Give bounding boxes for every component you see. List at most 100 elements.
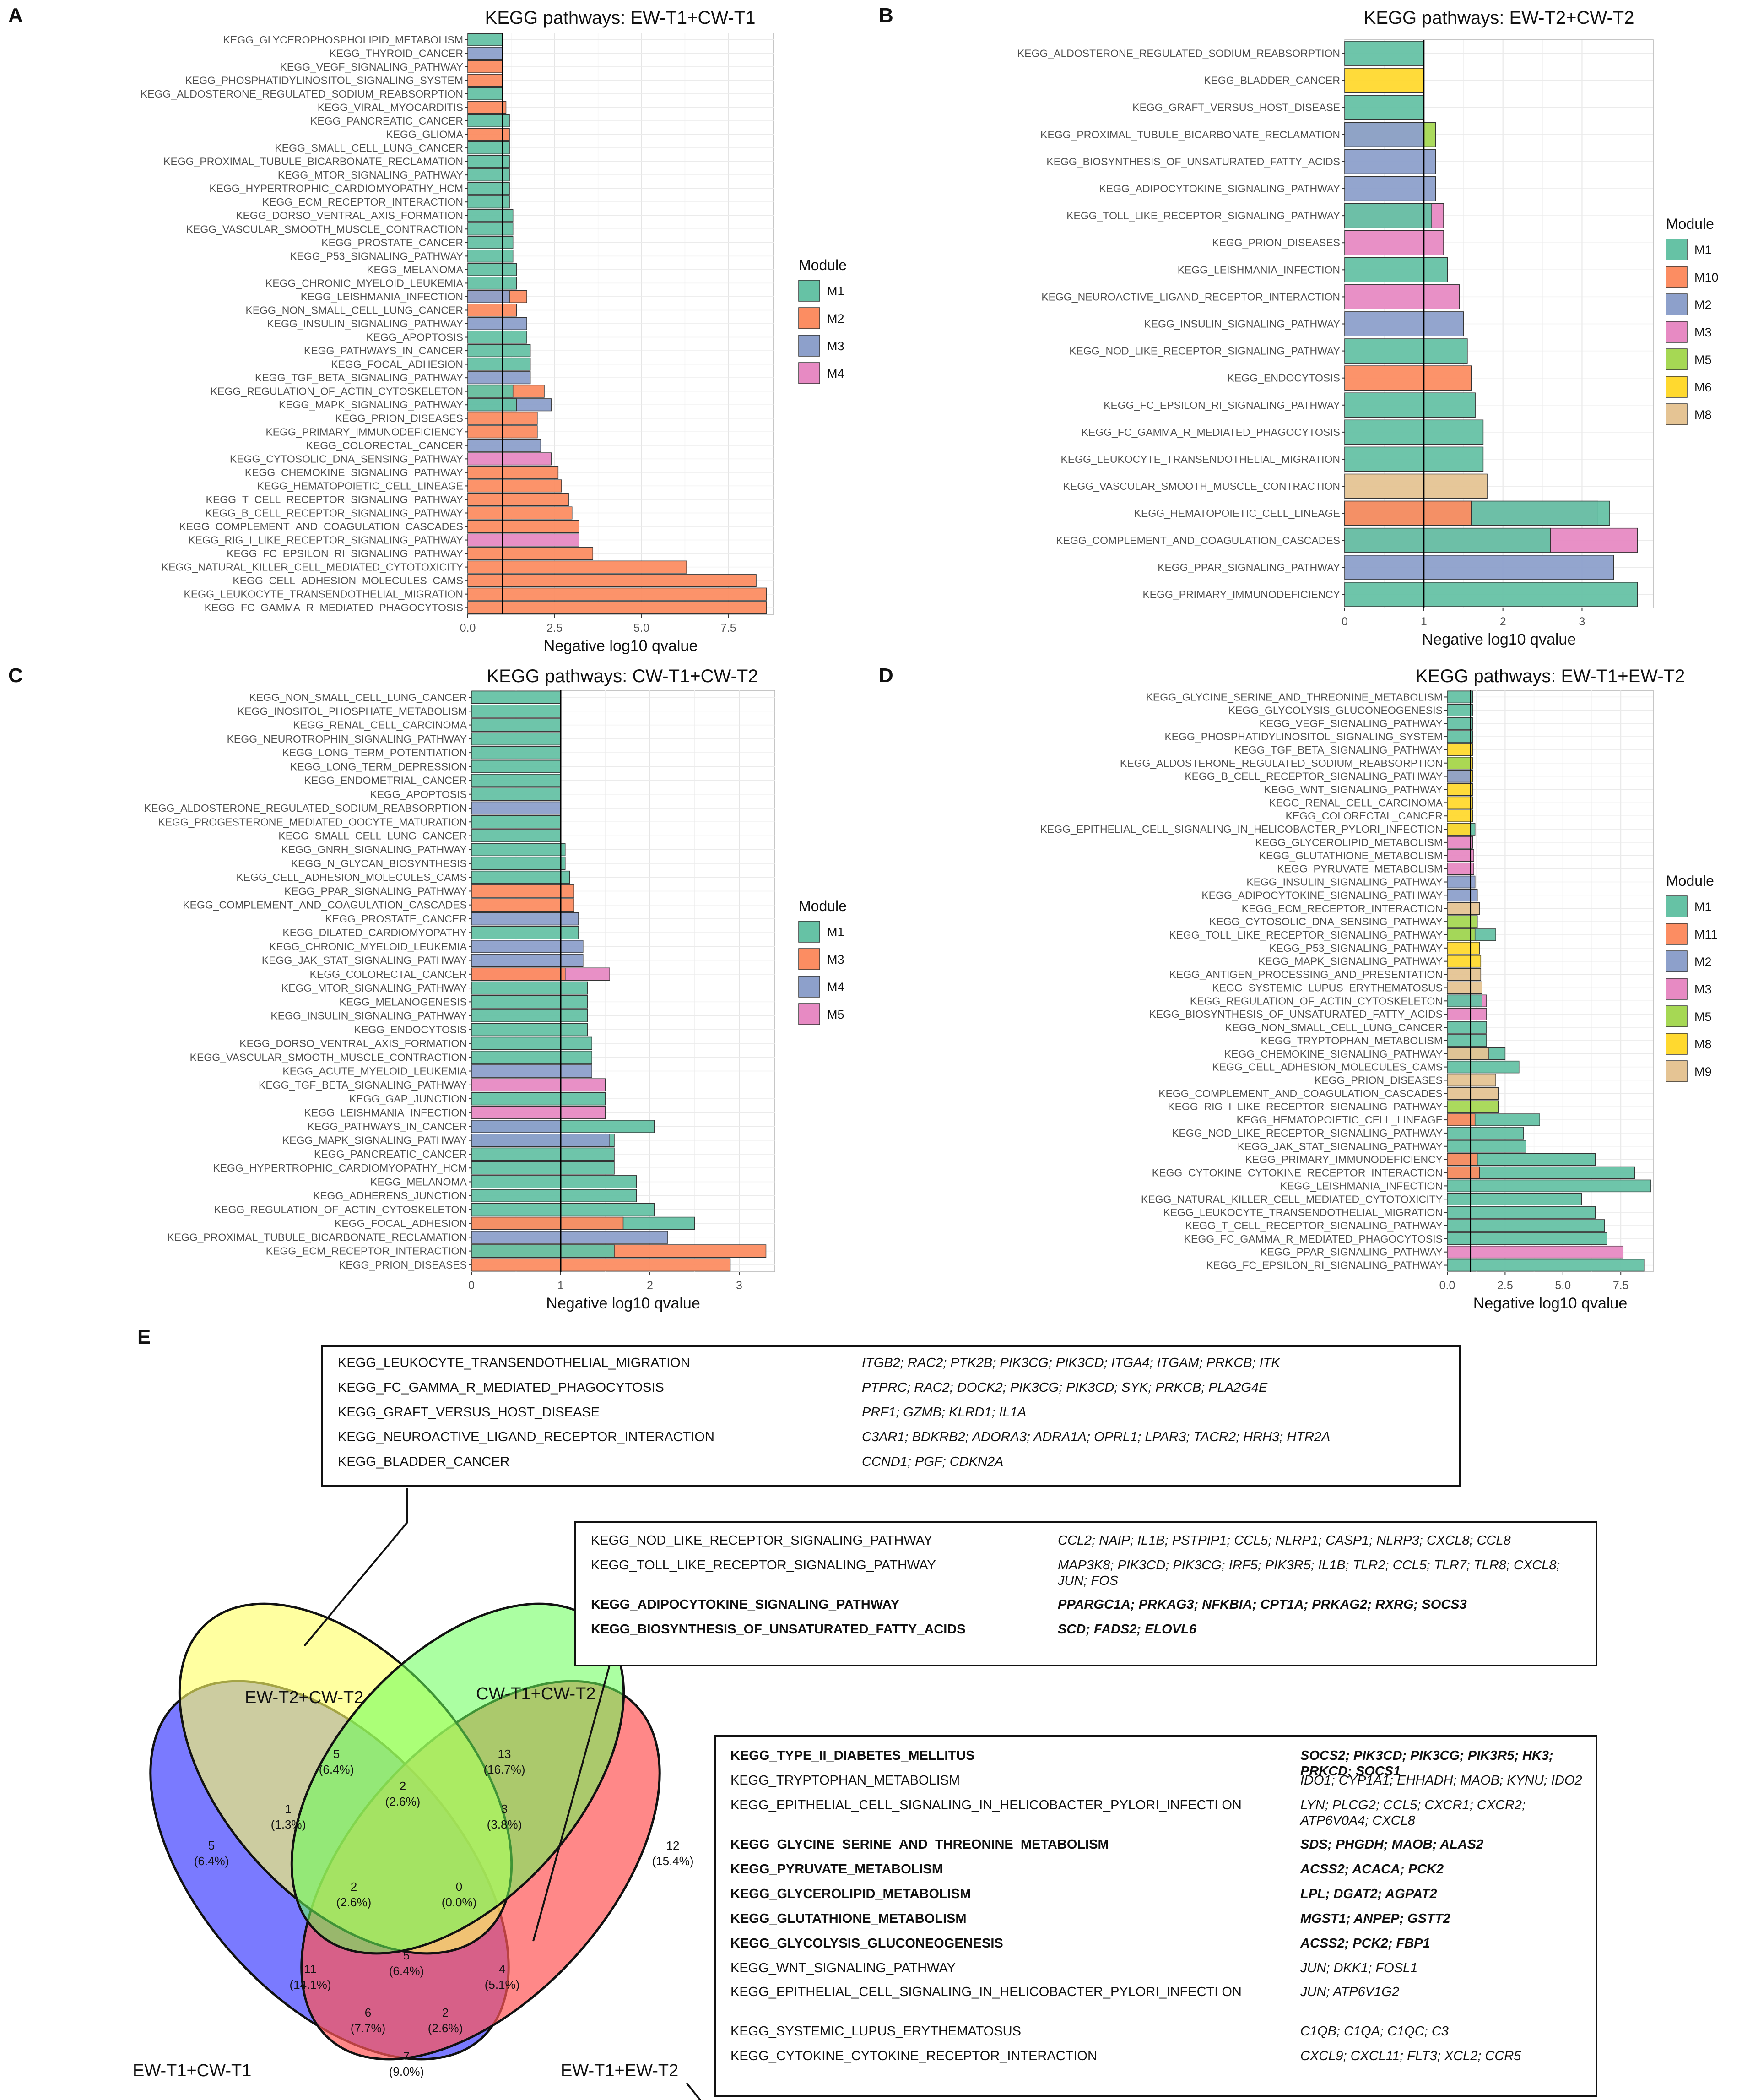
legend-label: M4 [827,980,844,994]
bar [1447,836,1473,849]
legend-swatch [1666,1060,1688,1082]
pathway-name: KEGG_WNT_SIGNALING_PATHWAY [730,1961,956,1975]
legend-label: M5 [1694,1010,1712,1024]
gene-list: JUN; ATP6V1G2 [1300,1985,1399,1999]
bar [467,263,517,276]
category-label: KEGG_GLUTATHIONE_METABOLISM [1259,850,1443,862]
bar [471,1078,606,1092]
x-tick-label: 2.5 [546,622,563,635]
venn-region-percent: (2.6%) [428,2021,463,2035]
category-label: KEGG_TGF_BETA_SIGNALING_PATHWAY [1234,744,1443,756]
category-label: KEGG_PROSTATE_CANCER [325,913,467,925]
bar [471,1216,624,1230]
category-label: KEGG_MTOR_SIGNALING_PATHWAY [278,169,463,181]
bar [1344,582,1638,607]
bar [467,587,767,601]
category-label: KEGG_PROXIMAL_TUBULE_BICARBONATE_RECLAMA… [163,156,463,168]
gene-box-1: KEGG_LEUKOCYTE_TRANSENDOTHELIAL_MIGRATIO… [321,1345,1461,1487]
venn-region-percent: (1.3%) [271,1818,306,1831]
category-label: KEGG_NON_SMALL_CELL_LUNG_CANCER [1225,1021,1443,1033]
gene-list: SCD; FADS2; ELOVL6 [1058,1622,1196,1637]
category-label: KEGG_CYTOKINE_CYTOKINE_RECEPTOR_INTERACT… [1152,1167,1443,1179]
pathway-name: KEGG_TYPE_II_DIABETES_MELLITUS [730,1748,975,1763]
pathway-name: KEGG_NEUROACTIVE_LIGAND_RECEPTOR_INTERAC… [338,1430,714,1444]
gene-list: CCND1; PGF; CDKN2A [862,1454,1004,1469]
bar [1447,1166,1480,1179]
bar [1447,1232,1607,1245]
bar [1344,527,1551,553]
bar [471,1147,615,1161]
gene-list: ACSS2; ACACA; PCK2 [1300,1862,1444,1877]
legend-label: M2 [1694,298,1712,312]
legend-label: M8 [1694,408,1712,422]
category-label: KEGG_LONG_TERM_POTENTIATION [282,747,467,759]
bar [1447,1021,1487,1034]
x-axis-title: Negative log10 qvalue [544,637,698,655]
bar [1344,500,1472,526]
bar [471,690,561,704]
legend-title: Module [799,257,847,273]
bar [471,732,561,746]
bar [471,857,566,870]
category-label: KEGG_REGULATION_OF_ACTIN_CYTOSKELETON [214,1204,467,1216]
category-label: KEGG_NATURAL_KILLER_CELL_MEDIATED_CYTOTO… [162,561,463,573]
category-label: KEGG_PRION_DISEASES [339,1259,467,1271]
category-label: KEGG_GLYCOLYSIS_GLUCONEOGENESIS [1228,704,1443,716]
bar [467,398,517,412]
category-label: KEGG_ACUTE_MYELOID_LEUKEMIA [282,1065,467,1077]
bar [467,547,594,560]
category-label: KEGG_SMALL_CELL_LUNG_CANCER [278,830,467,842]
bar [467,222,514,236]
legend-label: M8 [1694,1037,1712,1051]
venn-region-percent: (16.7%) [483,1763,525,1776]
bar [471,1036,592,1050]
bar [467,466,559,479]
x-tick-label: 7.5 [1613,1279,1629,1292]
bar [1447,889,1478,902]
legend-swatch [798,362,820,384]
category-label: KEGG_P53_SIGNALING_PATHWAY [1269,942,1443,954]
category-label: KEGG_RIG_I_LIKE_RECEPTOR_SIGNALING_PATHW… [188,534,463,546]
x-axis-title: Negative log10 qvalue [546,1295,700,1312]
legend-title: Module [1666,216,1714,232]
category-label: KEGG_LEUKOCYTE_TRANSENDOTHELIAL_MIGRATIO… [184,588,464,600]
bar [1344,311,1464,336]
bar [1447,704,1473,717]
category-label: KEGG_GRAFT_VERSUS_HOST_DISEASE [1132,102,1340,114]
category-label: KEGG_NATURAL_KILLER_CELL_MEDIATED_CYTOTO… [1141,1193,1443,1205]
category-label: KEGG_FC_EPSILON_RI_SIGNALING_PATHWAY [1104,399,1340,411]
legend-title: Module [799,898,847,914]
bar [471,843,566,857]
venn-region-percent: (3.8%) [487,1818,522,1831]
category-label: KEGG_LEUKOCYTE_TRANSENDOTHELIAL_MIGRATIO… [1061,453,1341,465]
bar [471,1244,615,1258]
bar [1447,1140,1526,1153]
bar [467,87,503,100]
legend-label: M10 [1694,271,1719,284]
category-label: KEGG_ANTIGEN_PROCESSING_AND_PRESENTATION [1169,969,1443,981]
bar [1447,1179,1651,1193]
category-label: KEGG_PPAR_SIGNALING_PATHWAY [284,885,467,897]
category-label: KEGG_T_CELL_RECEPTOR_SIGNALING_PATHWAY [206,494,463,505]
venn-label-ew-t1-cw-t1: EW-T1+CW-T1 [133,2061,251,2080]
legend-swatch [1666,403,1688,425]
bar [467,331,527,344]
bar [471,884,574,898]
category-label: KEGG_VEGF_SIGNALING_PATHWAY [280,61,463,73]
legend-label: M2 [1694,955,1712,969]
chart-title: KEGG pathways: EW-T1+CW-T1 [485,8,756,28]
category-label: KEGG_JAK_STAT_SIGNALING_PATHWAY [262,955,467,966]
bar [1447,783,1473,796]
bar [471,787,561,801]
category-label: KEGG_REGULATION_OF_ACTIN_CYTOSKELETON [211,385,463,397]
category-label: KEGG_LEISHMANIA_INFECTION [1178,264,1340,276]
pathway-name: KEGG_SYSTEMIC_LUPUS_ERYTHEMATOSUS [730,2024,1021,2039]
bar [471,926,579,939]
category-label: KEGG_PROXIMAL_TUBULE_BICARBONATE_RECLAMA… [167,1231,467,1243]
bar [467,317,527,331]
bar [1447,1008,1487,1020]
venn-region-count: 5 [403,1948,410,1962]
category-label: KEGG_ADIPOCYTOKINE_SIGNALING_PATHWAY [1201,889,1443,901]
bar [1447,849,1474,862]
venn-region-percent: (5.1%) [485,1978,520,1991]
